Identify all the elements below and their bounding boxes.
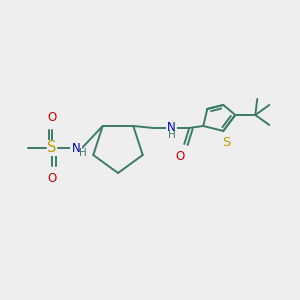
Text: N: N (167, 122, 176, 134)
Text: O: O (47, 172, 57, 185)
Text: N: N (72, 142, 80, 154)
Text: O: O (47, 111, 57, 124)
Text: S: S (222, 136, 230, 149)
Text: S: S (47, 140, 57, 155)
Text: O: O (176, 150, 185, 163)
Text: H: H (79, 148, 87, 158)
Text: H: H (168, 130, 176, 140)
